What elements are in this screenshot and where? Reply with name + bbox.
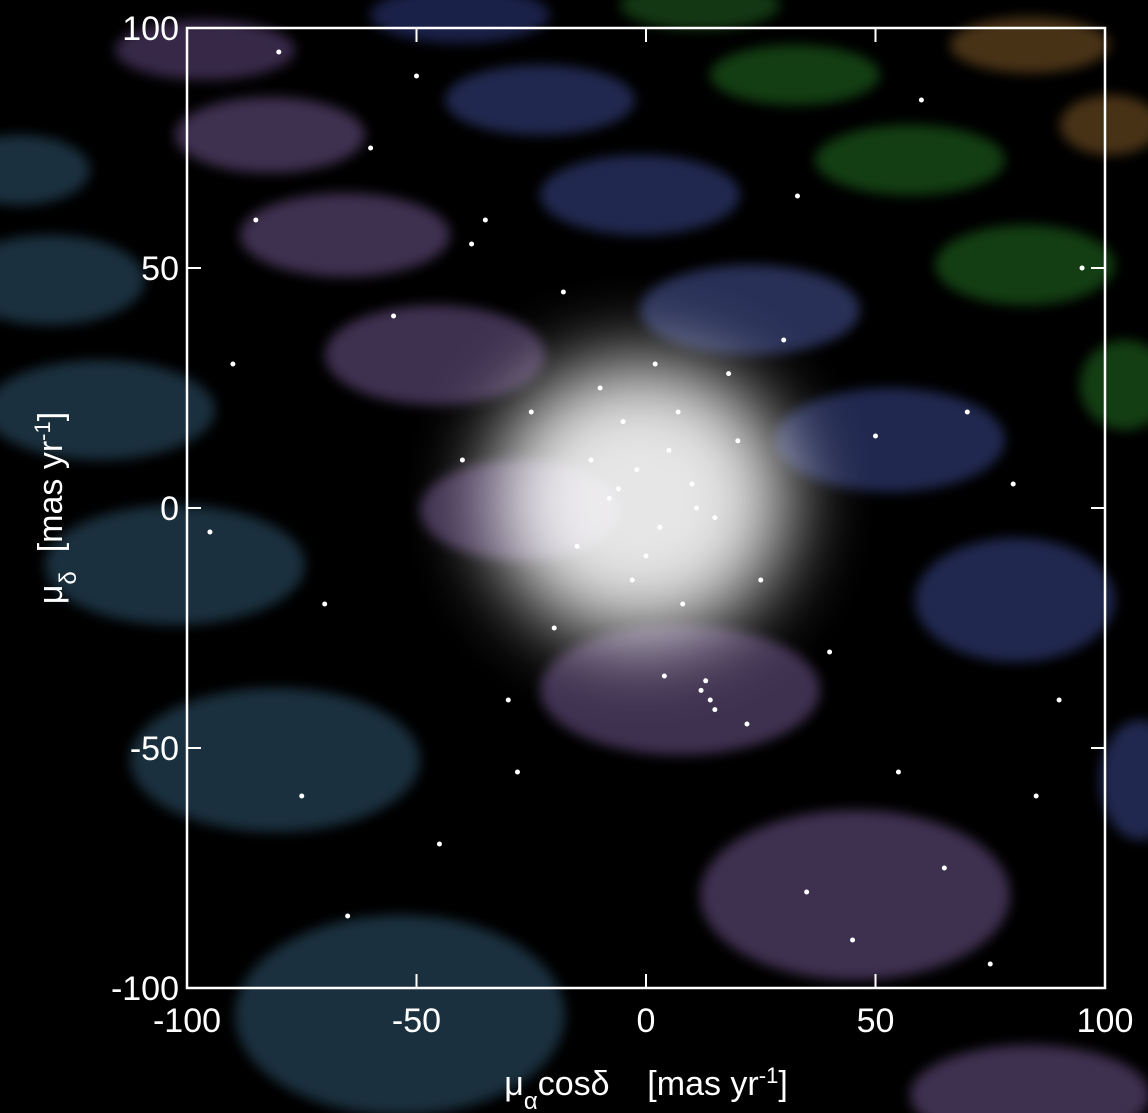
point xyxy=(345,914,350,919)
point xyxy=(873,434,878,439)
point xyxy=(662,674,667,679)
point xyxy=(621,419,626,424)
label-part: ] xyxy=(32,412,70,421)
point xyxy=(726,371,731,376)
point xyxy=(689,482,694,487)
point xyxy=(708,698,713,703)
point xyxy=(712,707,717,712)
point xyxy=(758,578,763,583)
point xyxy=(676,410,681,415)
point xyxy=(804,890,809,895)
point xyxy=(1057,698,1062,703)
point xyxy=(414,74,419,79)
point xyxy=(694,506,699,511)
point xyxy=(607,496,612,501)
point xyxy=(529,410,534,415)
point xyxy=(575,544,580,549)
point xyxy=(1011,482,1016,487)
label-part: [mas yr xyxy=(32,441,70,571)
point xyxy=(850,938,855,943)
y-tick-label: 50 xyxy=(141,250,179,288)
point xyxy=(1080,266,1085,271)
point xyxy=(988,962,993,967)
label-part: α xyxy=(524,1088,538,1113)
x-tick-label: 50 xyxy=(857,1002,895,1040)
label-part: μ xyxy=(504,1065,524,1103)
label-part: -1 xyxy=(30,421,55,441)
x-tick-label: 0 xyxy=(637,1002,656,1040)
point xyxy=(699,688,704,693)
point xyxy=(469,242,474,247)
point xyxy=(712,515,717,520)
y-tick-label: -50 xyxy=(130,730,179,768)
point xyxy=(744,722,749,727)
point xyxy=(1034,794,1039,799)
point xyxy=(630,578,635,583)
point xyxy=(561,290,566,295)
point xyxy=(781,338,786,343)
point xyxy=(919,98,924,103)
label-part: μ xyxy=(32,585,70,605)
point xyxy=(965,410,970,415)
point xyxy=(253,218,258,223)
y-tick-label: -100 xyxy=(111,970,179,1008)
point xyxy=(437,842,442,847)
x-tick-label: 100 xyxy=(1077,1002,1134,1040)
point xyxy=(680,602,685,607)
point xyxy=(391,314,396,319)
point xyxy=(299,794,304,799)
point xyxy=(322,602,327,607)
y-tick-label: 0 xyxy=(160,490,179,528)
label-part: δ xyxy=(55,571,82,584)
point xyxy=(735,438,740,443)
point xyxy=(795,194,800,199)
point xyxy=(598,386,603,391)
point xyxy=(644,554,649,559)
point xyxy=(368,146,373,151)
point xyxy=(552,626,557,631)
point xyxy=(460,458,465,463)
point xyxy=(483,218,488,223)
point xyxy=(506,698,511,703)
point xyxy=(827,650,832,655)
point xyxy=(616,486,621,491)
point xyxy=(657,525,662,530)
point xyxy=(653,362,658,367)
y-tick-label: 100 xyxy=(122,10,179,48)
point xyxy=(942,866,947,871)
point xyxy=(896,770,901,775)
point xyxy=(634,467,639,472)
point xyxy=(207,530,212,535)
chart: -100-50050100-100-50050100 μαcosδ [mas y… xyxy=(0,0,1148,1113)
point xyxy=(230,362,235,367)
label-part: ] xyxy=(778,1065,787,1103)
density-glow xyxy=(490,360,790,640)
x-tick-label: -50 xyxy=(392,1002,441,1040)
point xyxy=(703,678,708,683)
point xyxy=(588,458,593,463)
label-part: cosδ [mas yr xyxy=(538,1065,759,1103)
label-part: -1 xyxy=(759,1063,779,1088)
point xyxy=(515,770,520,775)
point xyxy=(666,448,671,453)
point xyxy=(276,50,281,55)
